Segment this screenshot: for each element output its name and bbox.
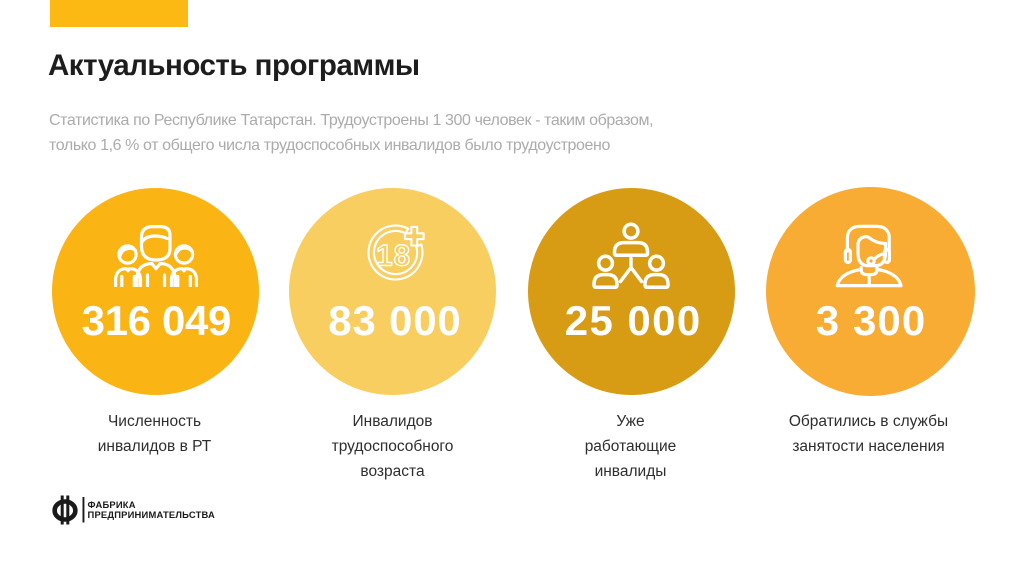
svg-text:ПРЕДПРИНИМАТЕЛЬСТВА: ПРЕДПРИНИМАТЕЛЬСТВА [88, 509, 216, 520]
svg-text:ФАБРИКА: ФАБРИКА [88, 499, 136, 510]
svg-text:18: 18 [376, 239, 411, 272]
